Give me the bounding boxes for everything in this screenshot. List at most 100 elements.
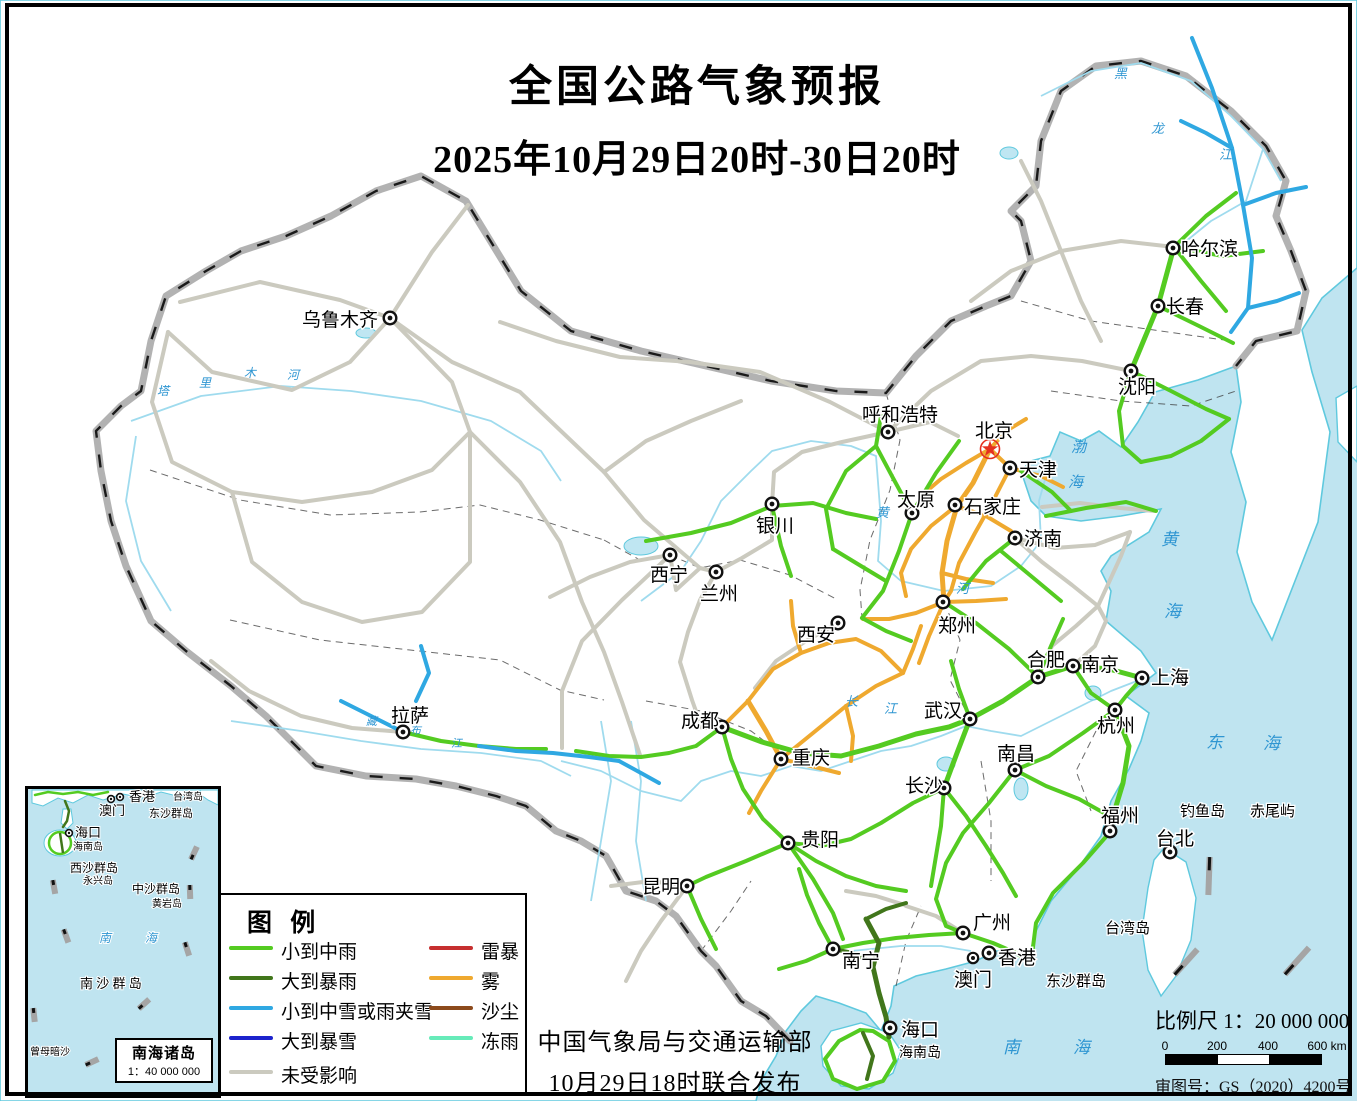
nine-dash-bar [188, 845, 200, 861]
city-label: 乌鲁木齐 [302, 309, 378, 331]
sea-label: 龙 [1151, 121, 1166, 136]
island-label: 赤尾屿 [1250, 803, 1295, 820]
capital-star-icon [981, 440, 999, 456]
city-dot-inner [835, 620, 841, 626]
legend-color-line-icon [229, 946, 273, 950]
city-label: 上海 [1151, 667, 1189, 689]
city-label: 澳门 [954, 969, 992, 991]
inset-label: 海口 [75, 825, 101, 840]
inset-road-hrain [61, 799, 71, 829]
road-segment-rain [999, 549, 1063, 603]
province-border [149, 469, 605, 541]
dash-black [183, 941, 188, 948]
island-label: 海南岛 [899, 1045, 941, 1061]
road-segment-rain [574, 725, 724, 759]
city-label: 哈尔滨 [1181, 238, 1238, 260]
inset-road-rain [33, 790, 110, 797]
island-label: 钓鱼岛 [1180, 802, 1225, 820]
city-label: 台北 [1156, 828, 1194, 850]
road-segment-rain [1129, 369, 1231, 421]
legend-label: 小到中雪或雨夹雪 [281, 1002, 434, 1023]
city-label: 杭州 [1097, 715, 1135, 737]
city-label: 拉萨 [391, 705, 429, 727]
island-label: 台湾岛 [1105, 920, 1150, 937]
sea-label: 渤 [1071, 439, 1088, 456]
city-marker: 重庆 [773, 746, 832, 771]
island [1141, 847, 1197, 998]
legend-color-line-icon [429, 1036, 473, 1040]
road-segment-fog [942, 466, 1012, 604]
nine-dash-bar [84, 1056, 100, 1068]
road-segment-na [1059, 249, 1103, 343]
road-segment-rain [786, 841, 845, 941]
dash-black [31, 1007, 36, 1014]
city-dot-inner [986, 950, 992, 956]
inset-hainan-ring-road [47, 830, 73, 856]
city-label: 成都 [681, 710, 719, 732]
city-marker: 杭州 [1096, 702, 1137, 739]
inset-city-dot-inner [109, 797, 113, 801]
city-marker: 澳门 [953, 968, 994, 993]
city-marker: 天津 [1002, 458, 1059, 483]
road-segment-rain [831, 547, 888, 583]
inset-label: 台湾岛 [173, 790, 203, 803]
sea-label: 江 [1219, 147, 1234, 162]
nine-dash-bar [49, 879, 59, 895]
river [590, 720, 612, 902]
road-segment-na [1096, 530, 1132, 608]
city-marker: 乌鲁木齐 [301, 308, 398, 333]
legend-label: 大到暴雪 [281, 1032, 358, 1053]
city-label: 武汉 [924, 700, 962, 722]
road-segment-snow [477, 744, 621, 763]
road-segment-rain [1172, 245, 1228, 313]
city-label: 西宁 [650, 564, 688, 586]
road-segment-rain [941, 716, 973, 791]
city-dot-inner [713, 569, 719, 575]
road-segment-fog [899, 504, 958, 598]
road-segment-rain [823, 1028, 897, 1091]
dash-black [51, 879, 56, 886]
city-dot-inner [719, 724, 725, 730]
road-segment-rain [1139, 417, 1231, 464]
city-label: 天津 [1019, 459, 1057, 481]
road-segment-rain [719, 716, 973, 759]
sea-label: 海 [1073, 1038, 1093, 1057]
inset-sea-label: 海 [145, 931, 159, 945]
city-label: 海口 [901, 1019, 939, 1041]
city-marker: 长沙 [904, 774, 952, 799]
national-border-dashes [94, 59, 1308, 1042]
road-segment-rain [967, 663, 1076, 722]
province-border [980, 760, 992, 881]
south-china-sea-inset: 香港 澳门 台湾岛 东沙群岛 海口 海南岛 西沙群岛 永兴岛 中沙群岛 黄岩岛南 海南 沙 群 岛曾… [25, 786, 221, 1098]
scale-bar-segment [1269, 1055, 1321, 1064]
sea-label: 塔 [157, 384, 171, 398]
legend-label: 沙尘 [481, 1002, 520, 1023]
road-segment-rain [797, 867, 835, 951]
river [125, 435, 172, 612]
lake [1013, 777, 1029, 801]
road-segment-na [770, 430, 890, 507]
city-dot-inner [940, 599, 946, 605]
nine-dash-bar [181, 941, 193, 957]
nine-dash-bar [60, 928, 72, 944]
city-dot-inner [778, 756, 784, 762]
sea-label: 江 [451, 737, 463, 750]
road-segment-na [388, 316, 702, 570]
road-segment-rain [874, 414, 914, 515]
legend-label: 冻雨 [481, 1032, 520, 1053]
inset-label: 黄岩岛 [152, 897, 182, 910]
city-dot-inner [971, 956, 975, 960]
city-dot-inner [1107, 828, 1113, 834]
city-label: 昆明 [642, 877, 680, 898]
city-label: 福州 [1101, 805, 1139, 827]
road-segment-na [1071, 604, 1108, 668]
city-label: 西安 [797, 624, 835, 646]
road-segment-na [560, 553, 672, 750]
city-dot-inner [830, 946, 836, 952]
city-marker: 北京 [974, 419, 1015, 460]
island-label: 东沙群岛 [1046, 973, 1106, 990]
city-dot-inner [1035, 674, 1041, 680]
road-segment-na [844, 889, 907, 907]
city-dot-inner [1155, 303, 1161, 309]
nine-dash-bar [1205, 856, 1213, 896]
